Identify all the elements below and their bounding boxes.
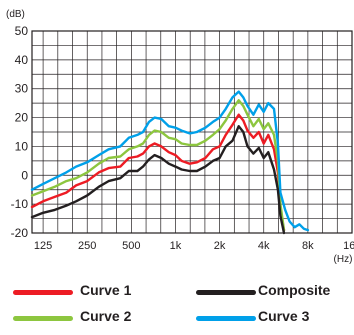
x-tick-label: 1k <box>170 240 182 252</box>
legend-item-curve-2: Curve 2 <box>0 308 354 330</box>
legend-swatch <box>13 316 73 321</box>
x-tick-label: 125 <box>34 240 52 252</box>
series-line-curve-3 <box>30 90 310 232</box>
series-line-composite <box>30 125 286 235</box>
y-tick-label: 10 <box>15 139 29 153</box>
y-tick-label: 20 <box>15 111 29 125</box>
x-tick-label: 500 <box>122 240 140 252</box>
x-axis-unit-label: (Hz) <box>334 254 353 265</box>
y-tick-label: 50 <box>15 24 29 38</box>
legend-item-curve-3: Curve 3 <box>0 308 354 330</box>
plot-frame <box>31 30 353 234</box>
y-tick-label: 40 <box>15 53 29 67</box>
y-axis-unit-label: (dB) <box>6 9 25 20</box>
x-tick-label: 4k <box>258 240 270 252</box>
legend-label: Composite <box>258 282 331 298</box>
legend-item-composite: Composite <box>0 282 354 304</box>
y-tick-label: 30 <box>15 82 29 96</box>
legend-swatch <box>13 290 73 295</box>
legend: Curve 1 Composite Curve 2 Curve 3 <box>0 280 354 330</box>
legend-item-curve-1: Curve 1 <box>0 282 354 304</box>
series-lines <box>30 90 310 235</box>
y-tick-label: 0 <box>21 168 28 182</box>
series-line-curve-1 <box>30 113 286 232</box>
x-tick-label: 8k <box>302 240 314 252</box>
legend-swatch <box>196 316 256 321</box>
legend-swatch <box>196 290 256 295</box>
x-tick-label: 250 <box>78 240 96 252</box>
legend-label: Curve 1 <box>80 282 132 298</box>
series-line-curve-2 <box>30 99 286 232</box>
y-tick-label: -20 <box>11 226 29 240</box>
x-tick-label: 16k <box>343 240 354 252</box>
legend-label: Curve 3 <box>258 308 310 324</box>
y-tick-label: -10 <box>11 197 29 211</box>
x-tick-label: 2k <box>214 240 226 252</box>
axes: 50 40 30 20 10 0 -10 -20 125 250 500 1k 2k 4k 8k 16k <box>11 24 354 252</box>
legend-label: Curve 2 <box>80 308 132 324</box>
